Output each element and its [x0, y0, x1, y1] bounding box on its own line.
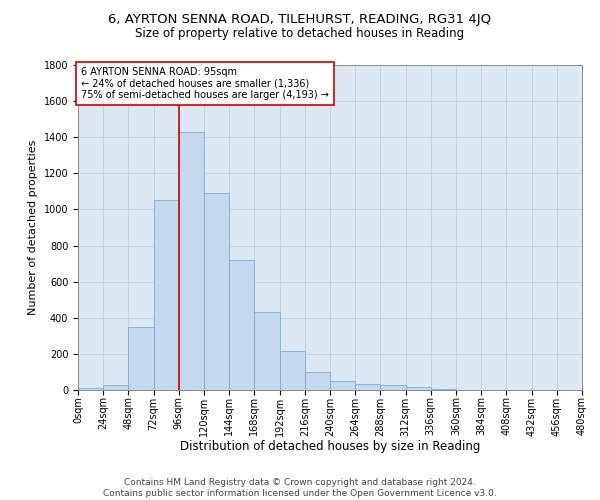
Text: 6, AYRTON SENNA ROAD, TILEHURST, READING, RG31 4JQ: 6, AYRTON SENNA ROAD, TILEHURST, READING… — [109, 12, 491, 26]
Bar — [355, 384, 380, 390]
Text: 6 AYRTON SENNA ROAD: 95sqm
← 24% of detached houses are smaller (1,336)
75% of s: 6 AYRTON SENNA ROAD: 95sqm ← 24% of deta… — [81, 67, 329, 100]
X-axis label: Distribution of detached houses by size in Reading: Distribution of detached houses by size … — [180, 440, 480, 452]
Bar — [406, 387, 431, 390]
Bar — [204, 193, 229, 390]
Bar — [330, 381, 355, 390]
Bar — [78, 388, 103, 390]
Bar — [280, 351, 305, 390]
Bar — [254, 312, 280, 390]
Bar — [229, 260, 254, 390]
Bar — [103, 385, 128, 390]
Bar — [305, 372, 330, 390]
Bar — [154, 200, 179, 390]
Bar — [128, 327, 154, 390]
Y-axis label: Number of detached properties: Number of detached properties — [28, 140, 38, 315]
Text: Contains HM Land Registry data © Crown copyright and database right 2024.
Contai: Contains HM Land Registry data © Crown c… — [103, 478, 497, 498]
Bar — [179, 132, 204, 390]
Bar — [380, 386, 406, 390]
Text: Size of property relative to detached houses in Reading: Size of property relative to detached ho… — [136, 28, 464, 40]
Bar — [431, 388, 456, 390]
